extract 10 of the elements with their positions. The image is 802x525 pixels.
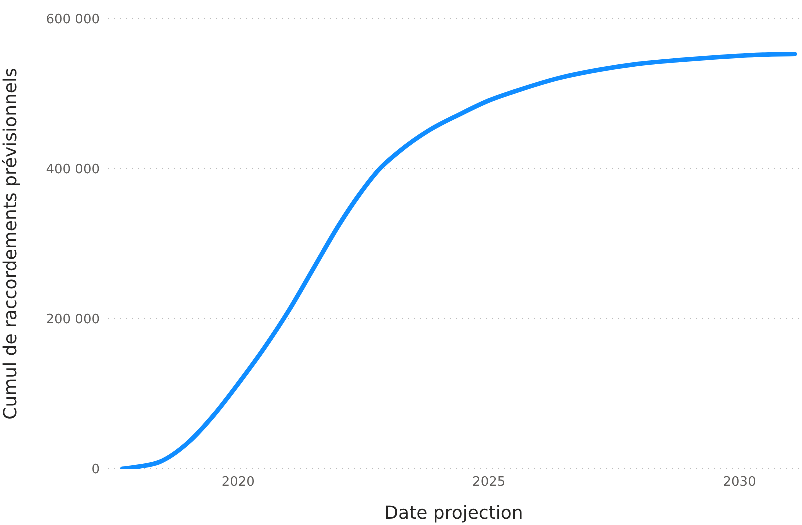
line-series — [120, 52, 798, 469]
x-axis-title: Date projection — [384, 503, 524, 524]
x-tick-label: 2025 — [472, 475, 506, 490]
y-tick-label: 400 000 — [46, 162, 100, 178]
y-tick-label: 0 — [92, 462, 100, 478]
x-tick-label: 2030 — [723, 475, 756, 490]
x-tick-label: 2020 — [222, 475, 255, 490]
y-axis-title: Cumul de raccordements prévisionnels — [0, 68, 22, 420]
y-tick-label: 200 000 — [46, 312, 100, 328]
y-tick-label: 600 000 — [46, 12, 100, 28]
